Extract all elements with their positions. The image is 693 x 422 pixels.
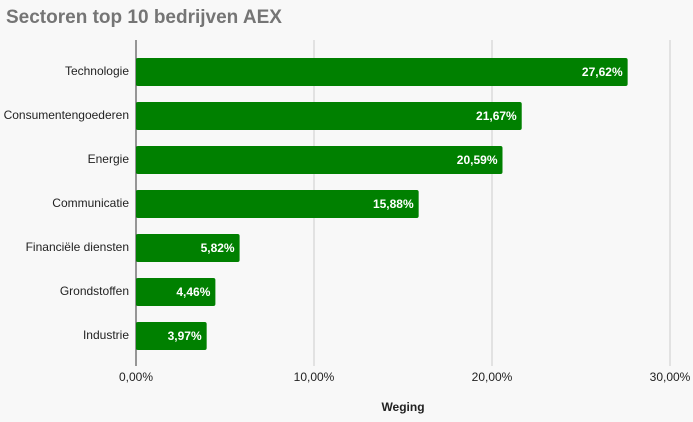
y-tick-label: Energie xyxy=(88,152,130,166)
value-label: 4,46% xyxy=(176,285,210,299)
bar xyxy=(136,58,628,86)
x-tick-label: 30,00% xyxy=(650,370,691,384)
y-tick-label: Grondstoffen xyxy=(60,284,129,298)
y-tick-label: Communicatie xyxy=(52,196,129,210)
value-label: 27,62% xyxy=(582,65,623,79)
x-axis-title: Weging xyxy=(381,400,424,414)
y-tick-label: Industrie xyxy=(83,328,129,342)
value-label: 15,88% xyxy=(373,197,414,211)
y-tick-label: Technologie xyxy=(65,64,129,78)
bar xyxy=(136,322,207,350)
value-label: 3,97% xyxy=(168,329,202,343)
bar xyxy=(136,278,216,306)
bar xyxy=(136,190,419,218)
y-tick-label: Consumentengoederen xyxy=(4,108,129,122)
bar xyxy=(136,234,240,262)
y-tick-label: Financiële diensten xyxy=(26,240,129,254)
bar xyxy=(136,146,503,174)
bar xyxy=(136,102,522,130)
x-tick-label: 20,00% xyxy=(472,370,513,384)
x-tick-label: 10,00% xyxy=(294,370,335,384)
value-label: 21,67% xyxy=(476,109,517,123)
x-tick-label: 0,00% xyxy=(119,370,153,384)
chart-title: Sectoren top 10 bedrijven AEX xyxy=(6,7,282,28)
value-label: 20,59% xyxy=(457,153,498,167)
value-label: 5,82% xyxy=(201,241,235,255)
